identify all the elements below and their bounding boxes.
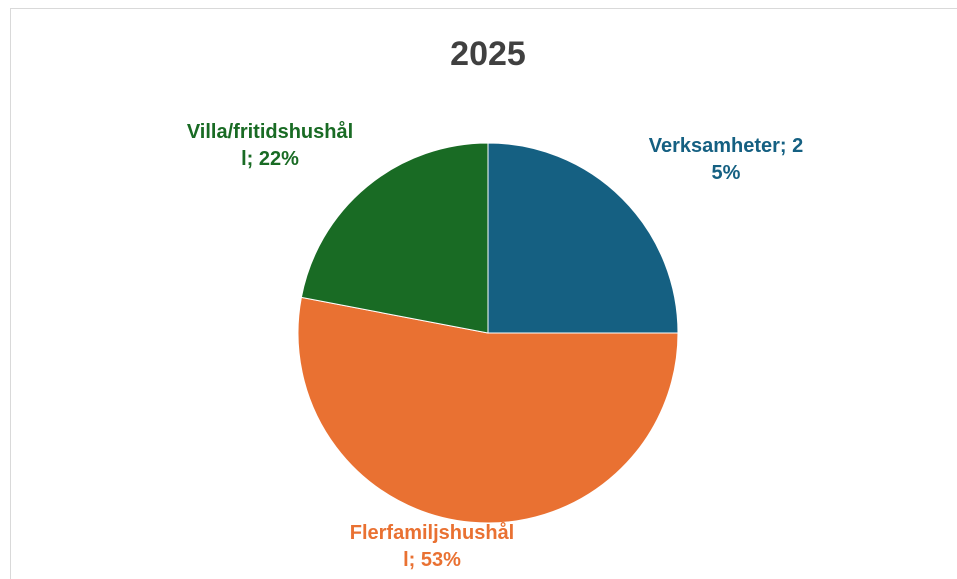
data-label: Verksamheter; 25% bbox=[648, 135, 804, 184]
data-label: Villa/fritidshushåll; 22% bbox=[186, 121, 354, 170]
pie-slice bbox=[297, 296, 679, 524]
pie-slice bbox=[300, 142, 489, 334]
pie-slice bbox=[487, 142, 679, 334]
chart-frame bbox=[10, 8, 957, 579]
chart-title: 2025 bbox=[450, 35, 526, 73]
data-label: Flerfamiljshushåll; 53% bbox=[349, 522, 515, 571]
